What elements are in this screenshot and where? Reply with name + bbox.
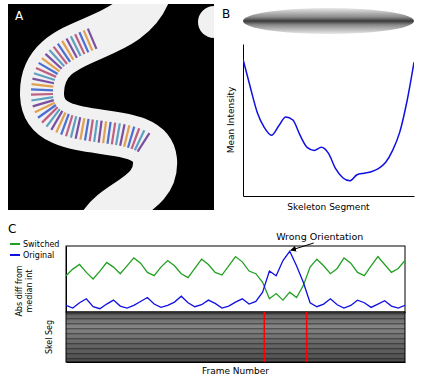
y-axis	[243, 45, 244, 197]
kymograph-frame	[66, 312, 405, 362]
legend-label: Original	[23, 251, 54, 260]
series-line	[66, 251, 405, 308]
legend: Switched Original	[10, 240, 59, 260]
plot-area	[66, 251, 405, 308]
y-axis-title: Mean Intensity	[226, 86, 236, 153]
neighbor-worm	[198, 6, 214, 38]
y-axis-title: Abs diff from	[15, 265, 24, 316]
skeleton-segment	[75, 34, 84, 54]
skeleton-segment	[103, 121, 106, 143]
legend-swatch	[10, 243, 20, 245]
skeleton-segment	[31, 88, 53, 91]
legend-label: Switched	[23, 240, 59, 249]
kymograph	[66, 312, 405, 362]
skeleton-segment	[80, 118, 84, 140]
axis-line	[66, 247, 67, 313]
skeleton-segment	[32, 79, 54, 84]
skeleton-segment	[107, 122, 110, 144]
skeleton-segment	[112, 123, 115, 145]
skeleton-segment	[90, 119, 93, 141]
y-axis-title: median int	[25, 270, 34, 313]
annotation: Wrong Orientation	[276, 231, 363, 242]
plot-area	[243, 59, 414, 181]
worm-body	[42, 4, 155, 210]
skeleton-segment	[99, 121, 102, 143]
axis-line	[244, 196, 415, 197]
frame-marker	[264, 312, 266, 362]
skeleton-segment	[116, 123, 120, 145]
kymograph-shade	[66, 312, 405, 362]
plot-frame	[66, 246, 405, 312]
x-axis-title: Skeleton Segment	[287, 202, 370, 212]
skeleton-segment	[120, 124, 124, 146]
panel-letter: C	[8, 222, 16, 236]
skeleton-guide	[42, 4, 155, 210]
worm-image	[8, 4, 214, 210]
skeleton-segment	[84, 30, 93, 50]
x-axis	[244, 196, 415, 197]
axis-line	[243, 45, 244, 197]
marked-frames	[264, 312, 306, 362]
intensity-line	[243, 59, 414, 181]
straightened-worm	[243, 8, 414, 34]
skeleton-segment	[85, 119, 89, 141]
legend-swatch	[10, 254, 20, 256]
y-axis	[66, 247, 67, 313]
skeleton-segment	[31, 97, 53, 100]
series-line	[66, 257, 405, 301]
x-axis-title: Frame Number	[202, 366, 269, 376]
skeleton-segment	[71, 36, 81, 56]
panel-letter: B	[222, 7, 230, 21]
frame-marker	[306, 312, 308, 362]
y-axis-title: Skel Seg	[45, 320, 54, 354]
skeleton-segment	[94, 120, 97, 142]
annotation-arrow	[291, 243, 314, 250]
figure: A B Skeleton Segment Mean Intensity C Switche…	[0, 0, 423, 380]
skeleton-segment	[31, 93, 53, 96]
skeleton-segment	[138, 133, 150, 152]
panel-letter: A	[15, 9, 24, 23]
skeleton-segment	[79, 32, 88, 52]
skeleton-segment	[76, 117, 81, 139]
skeleton-segment	[32, 84, 54, 87]
